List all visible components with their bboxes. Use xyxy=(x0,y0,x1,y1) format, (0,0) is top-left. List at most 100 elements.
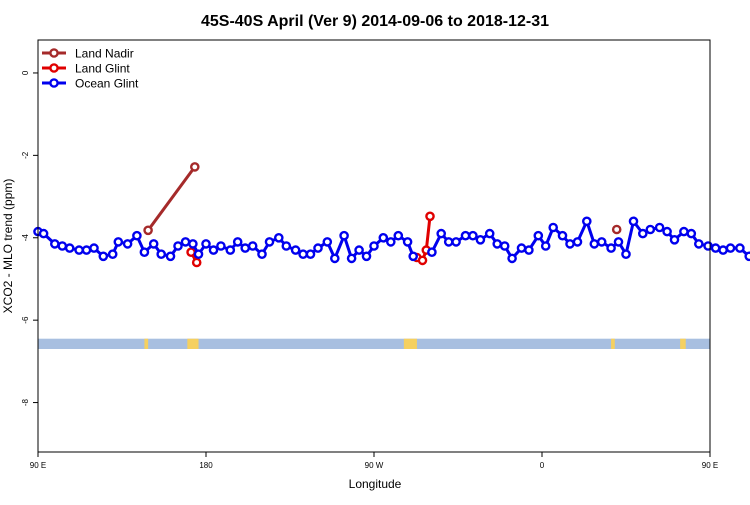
data-point-ocean-glint xyxy=(477,236,484,243)
data-point-ocean-glint xyxy=(158,251,165,258)
data-point-ocean-glint xyxy=(664,228,671,235)
data-point-ocean-glint xyxy=(314,245,321,252)
land-band-span xyxy=(187,339,198,349)
data-point-ocean-glint xyxy=(525,247,532,254)
data-point-land-glint xyxy=(419,257,426,264)
data-point-ocean-glint xyxy=(195,251,202,258)
data-point-ocean-glint xyxy=(583,218,590,225)
x-tick-label: 90 E xyxy=(702,461,718,470)
data-point-ocean-glint xyxy=(622,251,629,258)
data-point-ocean-glint xyxy=(363,253,370,260)
y-tick-label: -2 xyxy=(21,151,30,159)
data-point-ocean-glint xyxy=(387,238,394,245)
x-tick-label: 180 xyxy=(199,461,213,470)
data-point-ocean-glint xyxy=(380,234,387,241)
data-point-ocean-glint xyxy=(680,228,687,235)
data-point-ocean-glint xyxy=(90,245,97,252)
data-point-ocean-glint xyxy=(300,251,307,258)
data-point-ocean-glint xyxy=(720,247,727,254)
y-tick-label: -8 xyxy=(21,398,30,406)
data-point-ocean-glint xyxy=(356,247,363,254)
data-point-ocean-glint xyxy=(189,240,196,247)
data-point-ocean-glint xyxy=(566,240,573,247)
data-point-ocean-glint xyxy=(494,240,501,247)
data-point-ocean-glint xyxy=(705,242,712,249)
land-band-span xyxy=(680,339,686,349)
data-point-ocean-glint xyxy=(283,242,290,249)
data-point-ocean-glint xyxy=(133,232,140,239)
data-point-ocean-glint xyxy=(428,249,435,256)
y-axis-label: XCO2 - MLO trend (ppm) xyxy=(1,179,15,314)
data-point-ocean-glint xyxy=(486,230,493,237)
ocean-band xyxy=(38,339,710,349)
data-point-ocean-glint xyxy=(591,240,598,247)
data-point-ocean-glint xyxy=(83,247,90,254)
x-tick-label: 90 E xyxy=(30,461,46,470)
data-point-ocean-glint xyxy=(550,224,557,231)
y-tick-label: 0 xyxy=(21,70,30,75)
data-point-ocean-glint xyxy=(462,232,469,239)
data-point-ocean-glint xyxy=(647,226,654,233)
data-point-ocean-glint xyxy=(182,238,189,245)
data-point-ocean-glint xyxy=(341,232,348,239)
data-point-ocean-glint xyxy=(535,232,542,239)
data-point-ocean-glint xyxy=(59,242,66,249)
data-point-ocean-glint xyxy=(438,230,445,237)
data-point-ocean-glint xyxy=(671,236,678,243)
legend-marker-ocean-glint xyxy=(50,79,57,86)
data-point-ocean-glint xyxy=(217,242,224,249)
x-axis-label: Longitude xyxy=(349,477,402,491)
data-point-ocean-glint xyxy=(292,247,299,254)
data-point-ocean-glint xyxy=(630,218,637,225)
data-point-ocean-glint xyxy=(66,245,73,252)
legend-marker-land-nadir xyxy=(50,49,57,56)
data-point-ocean-glint xyxy=(100,253,107,260)
data-point-ocean-glint xyxy=(348,255,355,262)
data-point-ocean-glint xyxy=(167,253,174,260)
legend-marker-land-glint xyxy=(50,64,57,71)
data-point-ocean-glint xyxy=(40,230,47,237)
data-point-ocean-glint xyxy=(150,240,157,247)
data-point-ocean-glint xyxy=(445,238,452,245)
data-point-ocean-glint xyxy=(51,240,58,247)
data-point-ocean-glint xyxy=(109,251,116,258)
data-point-ocean-glint xyxy=(542,242,549,249)
surface-band xyxy=(38,339,710,349)
data-point-ocean-glint xyxy=(410,253,417,260)
data-point-ocean-glint xyxy=(598,238,605,245)
data-point-land-nadir xyxy=(613,226,620,233)
data-point-ocean-glint xyxy=(307,251,314,258)
y-tick-label: -6 xyxy=(21,316,30,324)
land-band-span xyxy=(404,339,417,349)
data-point-ocean-glint xyxy=(656,224,663,231)
data-point-ocean-glint xyxy=(331,255,338,262)
data-point-ocean-glint xyxy=(574,238,581,245)
data-point-ocean-glint xyxy=(395,232,402,239)
land-band-span xyxy=(611,339,615,349)
data-point-ocean-glint xyxy=(712,245,719,252)
data-point-ocean-glint xyxy=(227,247,234,254)
data-point-ocean-glint xyxy=(202,240,209,247)
series-ocean-glint xyxy=(34,218,750,262)
data-point-ocean-glint xyxy=(453,238,460,245)
series-layer xyxy=(34,163,750,266)
x-tick-label: 90 W xyxy=(365,461,384,470)
data-point-ocean-glint xyxy=(324,238,331,245)
data-point-land-nadir xyxy=(191,163,198,170)
data-point-ocean-glint xyxy=(608,245,615,252)
data-point-ocean-glint xyxy=(210,247,217,254)
data-point-ocean-glint xyxy=(124,240,131,247)
data-point-ocean-glint xyxy=(242,245,249,252)
data-point-ocean-glint xyxy=(115,238,122,245)
data-point-ocean-glint xyxy=(141,249,148,256)
data-point-ocean-glint xyxy=(615,238,622,245)
x-tick-label: 0 xyxy=(540,461,545,470)
data-point-land-glint xyxy=(193,259,200,266)
data-point-ocean-glint xyxy=(266,238,273,245)
data-point-ocean-glint xyxy=(76,247,83,254)
data-point-ocean-glint xyxy=(234,238,241,245)
legend-label-ocean-glint: Ocean Glint xyxy=(75,77,139,91)
